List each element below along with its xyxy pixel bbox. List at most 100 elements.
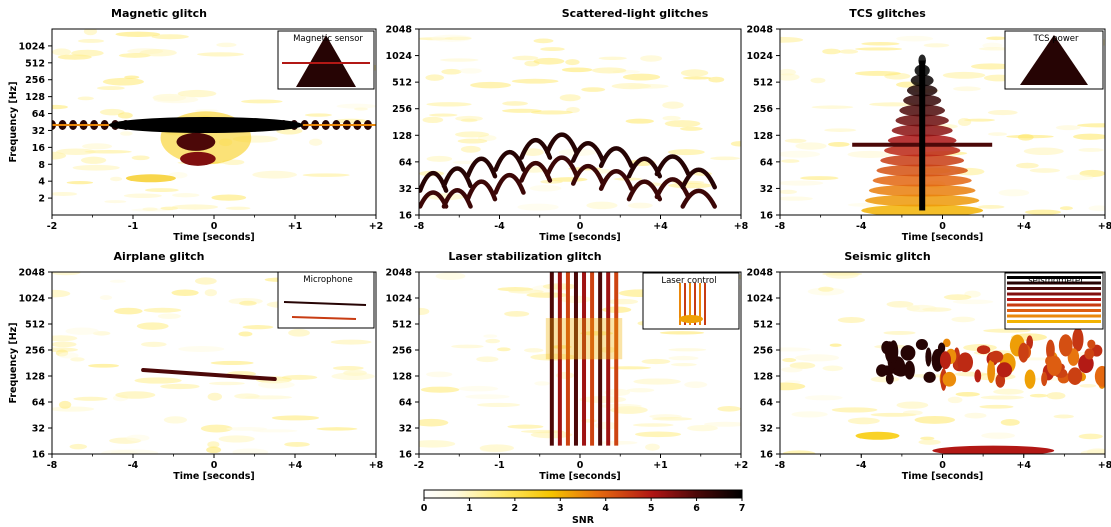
seismic-blob: [1094, 365, 1105, 387]
y-axis-label: Frequency [Hz]: [8, 81, 19, 162]
x-tick-label: -2: [414, 460, 425, 471]
x-tick-label: -8: [47, 460, 58, 471]
colorbar-label: SNR: [572, 515, 595, 526]
x-tick-label: +8: [1098, 460, 1111, 471]
x-tick-label: -4: [856, 221, 867, 232]
y-tick-label: 2: [38, 194, 45, 205]
seismic-blob: [1046, 355, 1062, 376]
y-tick-label: 2048: [19, 268, 46, 279]
colorbar-tick-label: 1: [466, 503, 473, 514]
x-tick-label: +2: [369, 221, 384, 232]
seismic-blob: [925, 347, 932, 367]
panel-title: Airplane glitch: [114, 250, 205, 263]
x-axis-label: Time [seconds]: [902, 232, 984, 243]
y-tick-label: 16: [760, 211, 774, 222]
y-tick-label: 16: [32, 450, 46, 461]
seismic-blob: [1087, 339, 1096, 349]
x-axis-label: Time [seconds]: [173, 232, 255, 243]
x-tick-label: +8: [1098, 221, 1111, 232]
scatter-arch: [571, 163, 606, 186]
seismic-blob: [1067, 367, 1083, 386]
x-axis-label: Time [seconds]: [539, 232, 621, 243]
panel-title: Seismic glitch: [844, 250, 930, 263]
x-tick-label: +8: [734, 221, 749, 232]
x-tick-label: 0: [939, 221, 946, 232]
x-axis-label: Time [seconds]: [902, 471, 984, 482]
laser-stripe: [582, 272, 587, 446]
scatter-arch: [571, 141, 606, 163]
y-tick-label: 2048: [747, 25, 774, 36]
x-tick-label: +1: [653, 460, 668, 471]
y-tick-label: 256: [753, 346, 773, 357]
panel-4: Microphone Airplane glitch -8 -4 0 +4 +8 16 32 64…: [8, 250, 384, 482]
y-tick-label: 32: [399, 424, 412, 435]
seismic-blob: [876, 364, 888, 377]
x-tick-label: +4: [1016, 221, 1031, 232]
colorbar-tick-label: 3: [557, 503, 564, 514]
y-tick-label: 64: [399, 157, 413, 168]
x-tick-label: -8: [775, 460, 786, 471]
panel-1: Magnetic sensor Magnetic glitch -2 -1 0 +1 +2 2…: [8, 7, 384, 243]
x-tick-label: 0: [211, 460, 218, 471]
y-tick-label: 2048: [386, 268, 413, 279]
inset-label: Magnetic sensor: [293, 34, 363, 44]
inset-label: Laser control: [661, 276, 716, 286]
scatter-arch: [441, 188, 473, 209]
y-tick-label: 32: [760, 424, 773, 435]
x-tick-label: +4: [653, 221, 668, 232]
y-tick-label: 512: [392, 320, 412, 331]
x-tick-label: 0: [577, 460, 584, 471]
y-tick-label: 16: [760, 450, 774, 461]
y-tick-label: 1024: [386, 294, 413, 305]
y-tick-label: 128: [25, 92, 45, 103]
seismic-blob: [1084, 348, 1095, 360]
y-tick-label: 1024: [747, 294, 774, 305]
seismic-blob: [1024, 369, 1036, 389]
y-tick-label: 512: [25, 58, 45, 69]
seismic-blob: [923, 371, 936, 383]
y-tick-label: 128: [753, 372, 773, 383]
seismic-blob: [957, 352, 974, 373]
inset: seismometer: [1004, 272, 1104, 330]
x-axis-label: Time [seconds]: [173, 471, 255, 482]
seismic-blob: [915, 339, 928, 351]
tcs-core: [919, 60, 926, 211]
y-tick-label: 16: [32, 143, 46, 154]
y-tick-label: 512: [25, 320, 45, 331]
seismic-blob: [932, 353, 940, 365]
inset: Microphone: [277, 271, 375, 329]
panel-6: seismometer Seismic glitch -8 -4 0 +4 +8 16 32 64…: [747, 250, 1111, 482]
y-tick-label: 512: [392, 78, 412, 89]
y-tick-label: 8: [38, 160, 45, 171]
y-axis-label: Frequency [Hz]: [8, 322, 19, 403]
scatter-arch: [545, 155, 579, 178]
seismic-blob: [989, 350, 1004, 363]
inset: Laser control: [642, 272, 740, 330]
seismic-blob: [976, 345, 991, 355]
y-tick-label: 256: [392, 346, 412, 357]
seismic-blob: [939, 351, 951, 370]
x-tick-label: -1: [128, 221, 139, 232]
x-tick-label: +1: [288, 221, 303, 232]
y-tick-label: 16: [399, 211, 413, 222]
seismic-blob: [900, 345, 916, 361]
x-tick-label: -4: [856, 460, 867, 471]
seismic-blob: [1046, 339, 1055, 361]
seismic-blob: [942, 371, 957, 387]
scatter-arch: [680, 167, 717, 190]
scatter-arch: [545, 132, 579, 155]
colorbar-tick-label: 4: [602, 503, 609, 514]
scatter-arch: [465, 179, 498, 202]
seismic-blob: [996, 362, 1013, 378]
laser-stripe: [549, 272, 554, 446]
y-tick-label: 64: [760, 398, 774, 409]
x-axis-label: Time [seconds]: [539, 471, 621, 482]
inset-label: seismometer: [1028, 276, 1084, 286]
x-tick-label: -1: [494, 460, 505, 471]
x-tick-label: 0: [577, 221, 584, 232]
x-tick-label: +8: [369, 460, 384, 471]
panel-title: Magnetic glitch: [111, 7, 207, 20]
inset: TCS power: [1004, 30, 1104, 90]
panel-3: TCS power TCS glitches -8 -4 0 +4 +8 16 32 64 128 2…: [747, 7, 1111, 243]
panel-title: Laser stabilization glitch: [448, 250, 601, 263]
